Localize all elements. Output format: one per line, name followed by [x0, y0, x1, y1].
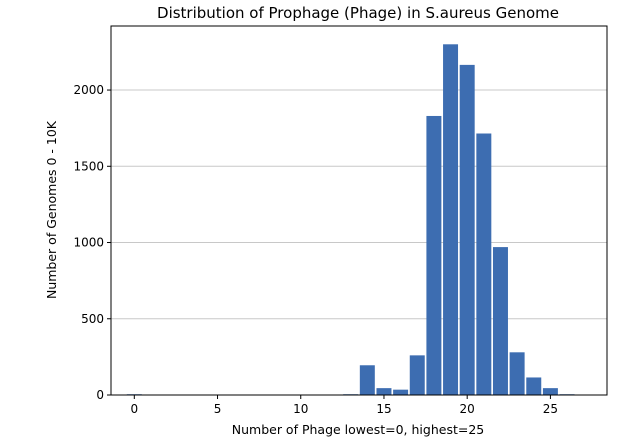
histogram-bar: [542, 388, 558, 395]
plot-frame: [110, 25, 608, 396]
chart-title: Distribution of Prophage (Phage) in S.au…: [157, 4, 559, 22]
x-tick-label: 25: [543, 402, 558, 416]
x-tick-label: 20: [460, 402, 475, 416]
histogram-bar: [459, 64, 475, 395]
y-axis-ticks: 0 500 1000 1500 2000: [73, 83, 111, 402]
histogram-bar: [526, 377, 542, 395]
y-tick-label: 500: [81, 312, 104, 326]
grid-lines: [111, 89, 607, 396]
bars: [126, 44, 575, 396]
x-axis-ticks: 0 5 10 15 20 25: [130, 395, 558, 416]
histogram-bar: [426, 115, 442, 396]
histogram-bar: [376, 388, 392, 395]
histogram-bar: [509, 352, 525, 395]
y-tick-label: 1500: [73, 159, 104, 173]
histogram-bar: [443, 44, 459, 396]
x-tick-label: 15: [376, 402, 391, 416]
x-tick-label: 0: [130, 402, 138, 416]
histogram-bar: [476, 133, 492, 396]
histogram-bar: [492, 247, 508, 395]
y-tick-label: 1000: [73, 236, 104, 250]
histogram-bar: [409, 355, 425, 395]
histogram-bar: [359, 365, 375, 395]
y-tick-label: 2000: [73, 83, 104, 97]
x-axis-label: Number of Phage lowest=0, highest=25: [232, 422, 484, 437]
y-tick-label: 0: [96, 388, 104, 402]
y-axis-label: Number of Genomes 0 - 10K: [44, 120, 59, 299]
histogram-bar: [393, 389, 409, 395]
x-tick-label: 10: [293, 402, 308, 416]
x-tick-label: 5: [214, 402, 222, 416]
